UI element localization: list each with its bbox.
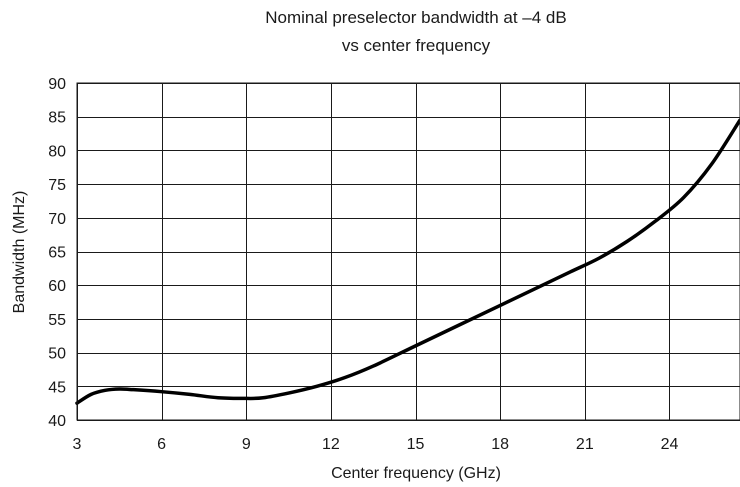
grid: [77, 83, 740, 421]
x-tick-label: 24: [661, 436, 679, 453]
x-tick-label: 6: [157, 436, 166, 453]
y-tick-label: 60: [48, 278, 66, 295]
chart-title: Nominal preselector bandwidth at –4 dB: [265, 8, 566, 27]
x-tick-label: 12: [322, 436, 340, 453]
y-tick-label: 55: [48, 312, 66, 329]
y-axis-label: Bandwidth (MHz): [11, 191, 28, 314]
plot-frame: [76, 82, 740, 421]
bandwidth-series-line: [75, 118, 740, 405]
y-tick-label: 80: [48, 143, 66, 160]
series-layer: [75, 118, 740, 405]
tick-labels: 40 45 50 55 60 65 70 75 80 85 90 3 6 9 12 15 18 21 24: [48, 76, 678, 453]
y-tick-label: 85: [48, 110, 66, 127]
x-tick-label: 15: [407, 436, 425, 453]
y-tick-label: 50: [48, 346, 66, 363]
x-axis-label: Center frequency (GHz): [331, 465, 501, 482]
x-tick-label: 21: [576, 436, 594, 453]
x-tick-label: 18: [491, 436, 509, 453]
y-tick-label: 75: [48, 177, 66, 194]
y-tick-label: 65: [48, 245, 66, 262]
y-tick-label: 90: [48, 76, 66, 93]
y-tick-label: 40: [48, 413, 66, 430]
y-tick-label: 45: [48, 379, 66, 396]
x-tick-label: 3: [73, 436, 82, 453]
chart-subtitle: vs center frequency: [342, 36, 491, 55]
x-tick-label: 9: [242, 436, 251, 453]
y-tick-label: 70: [48, 211, 66, 228]
